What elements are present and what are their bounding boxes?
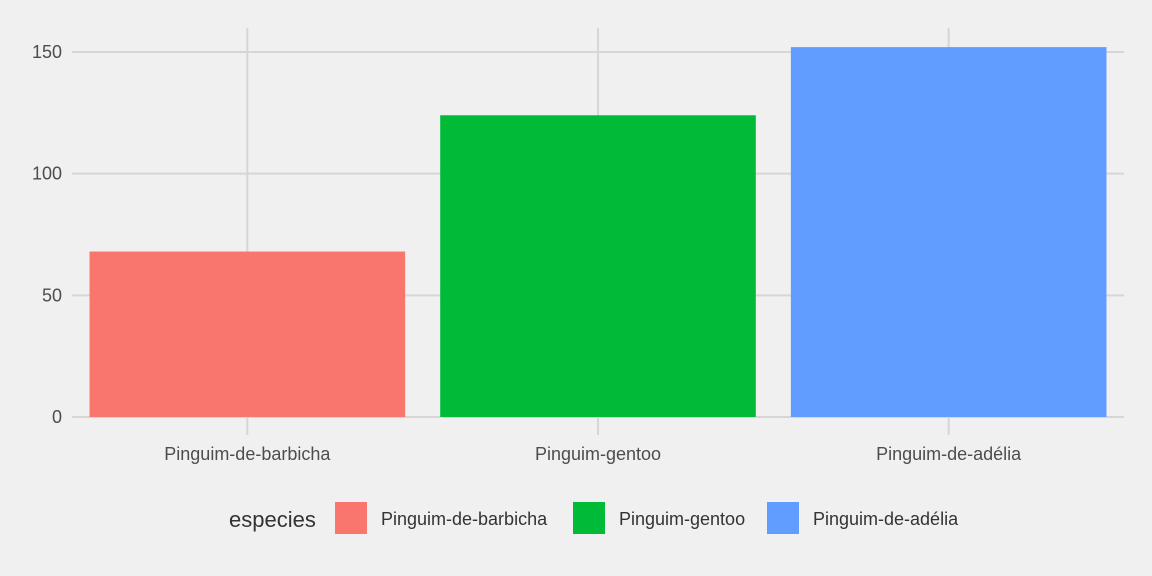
legend-entries: Pinguim-de-barbicha Pinguim-gentoo Pinguim… bbox=[335, 502, 959, 534]
legend-label-2: Pinguim-gentoo bbox=[619, 509, 745, 529]
y-tick-label-150: 150 bbox=[32, 42, 62, 62]
bars bbox=[89, 47, 1107, 418]
legend-title: especies bbox=[229, 507, 316, 532]
legend: especies Pinguim-de-barbicha Pinguim-gent… bbox=[229, 502, 959, 534]
x-tick-label-1: Pinguim-de-barbicha bbox=[164, 444, 331, 464]
legend-entry-1: Pinguim-de-barbicha bbox=[335, 502, 548, 534]
legend-key-1 bbox=[335, 502, 367, 534]
x-tick-label-2: Pinguim-gentoo bbox=[535, 444, 661, 464]
legend-key-3 bbox=[767, 502, 799, 534]
bar-2 bbox=[440, 115, 756, 418]
legend-key-2 bbox=[573, 502, 605, 534]
y-tick-label-50: 50 bbox=[42, 285, 62, 305]
x-tick-label-3: Pinguim-de-adélia bbox=[876, 444, 1022, 464]
y-axis-tick-labels: 0 50 100 150 bbox=[32, 42, 62, 427]
y-tick-label-100: 100 bbox=[32, 164, 62, 184]
legend-label-3: Pinguim-de-adélia bbox=[813, 509, 959, 529]
legend-entry-3: Pinguim-de-adélia bbox=[767, 502, 959, 534]
legend-label-1: Pinguim-de-barbicha bbox=[381, 509, 548, 529]
legend-entry-2: Pinguim-gentoo bbox=[573, 502, 745, 534]
bar-3 bbox=[790, 47, 1107, 418]
x-axis-tick-labels: Pinguim-de-barbicha Pinguim-gentoo Pinguim… bbox=[164, 444, 1022, 464]
y-tick-label-0: 0 bbox=[52, 407, 62, 427]
bar-1 bbox=[89, 251, 406, 417]
